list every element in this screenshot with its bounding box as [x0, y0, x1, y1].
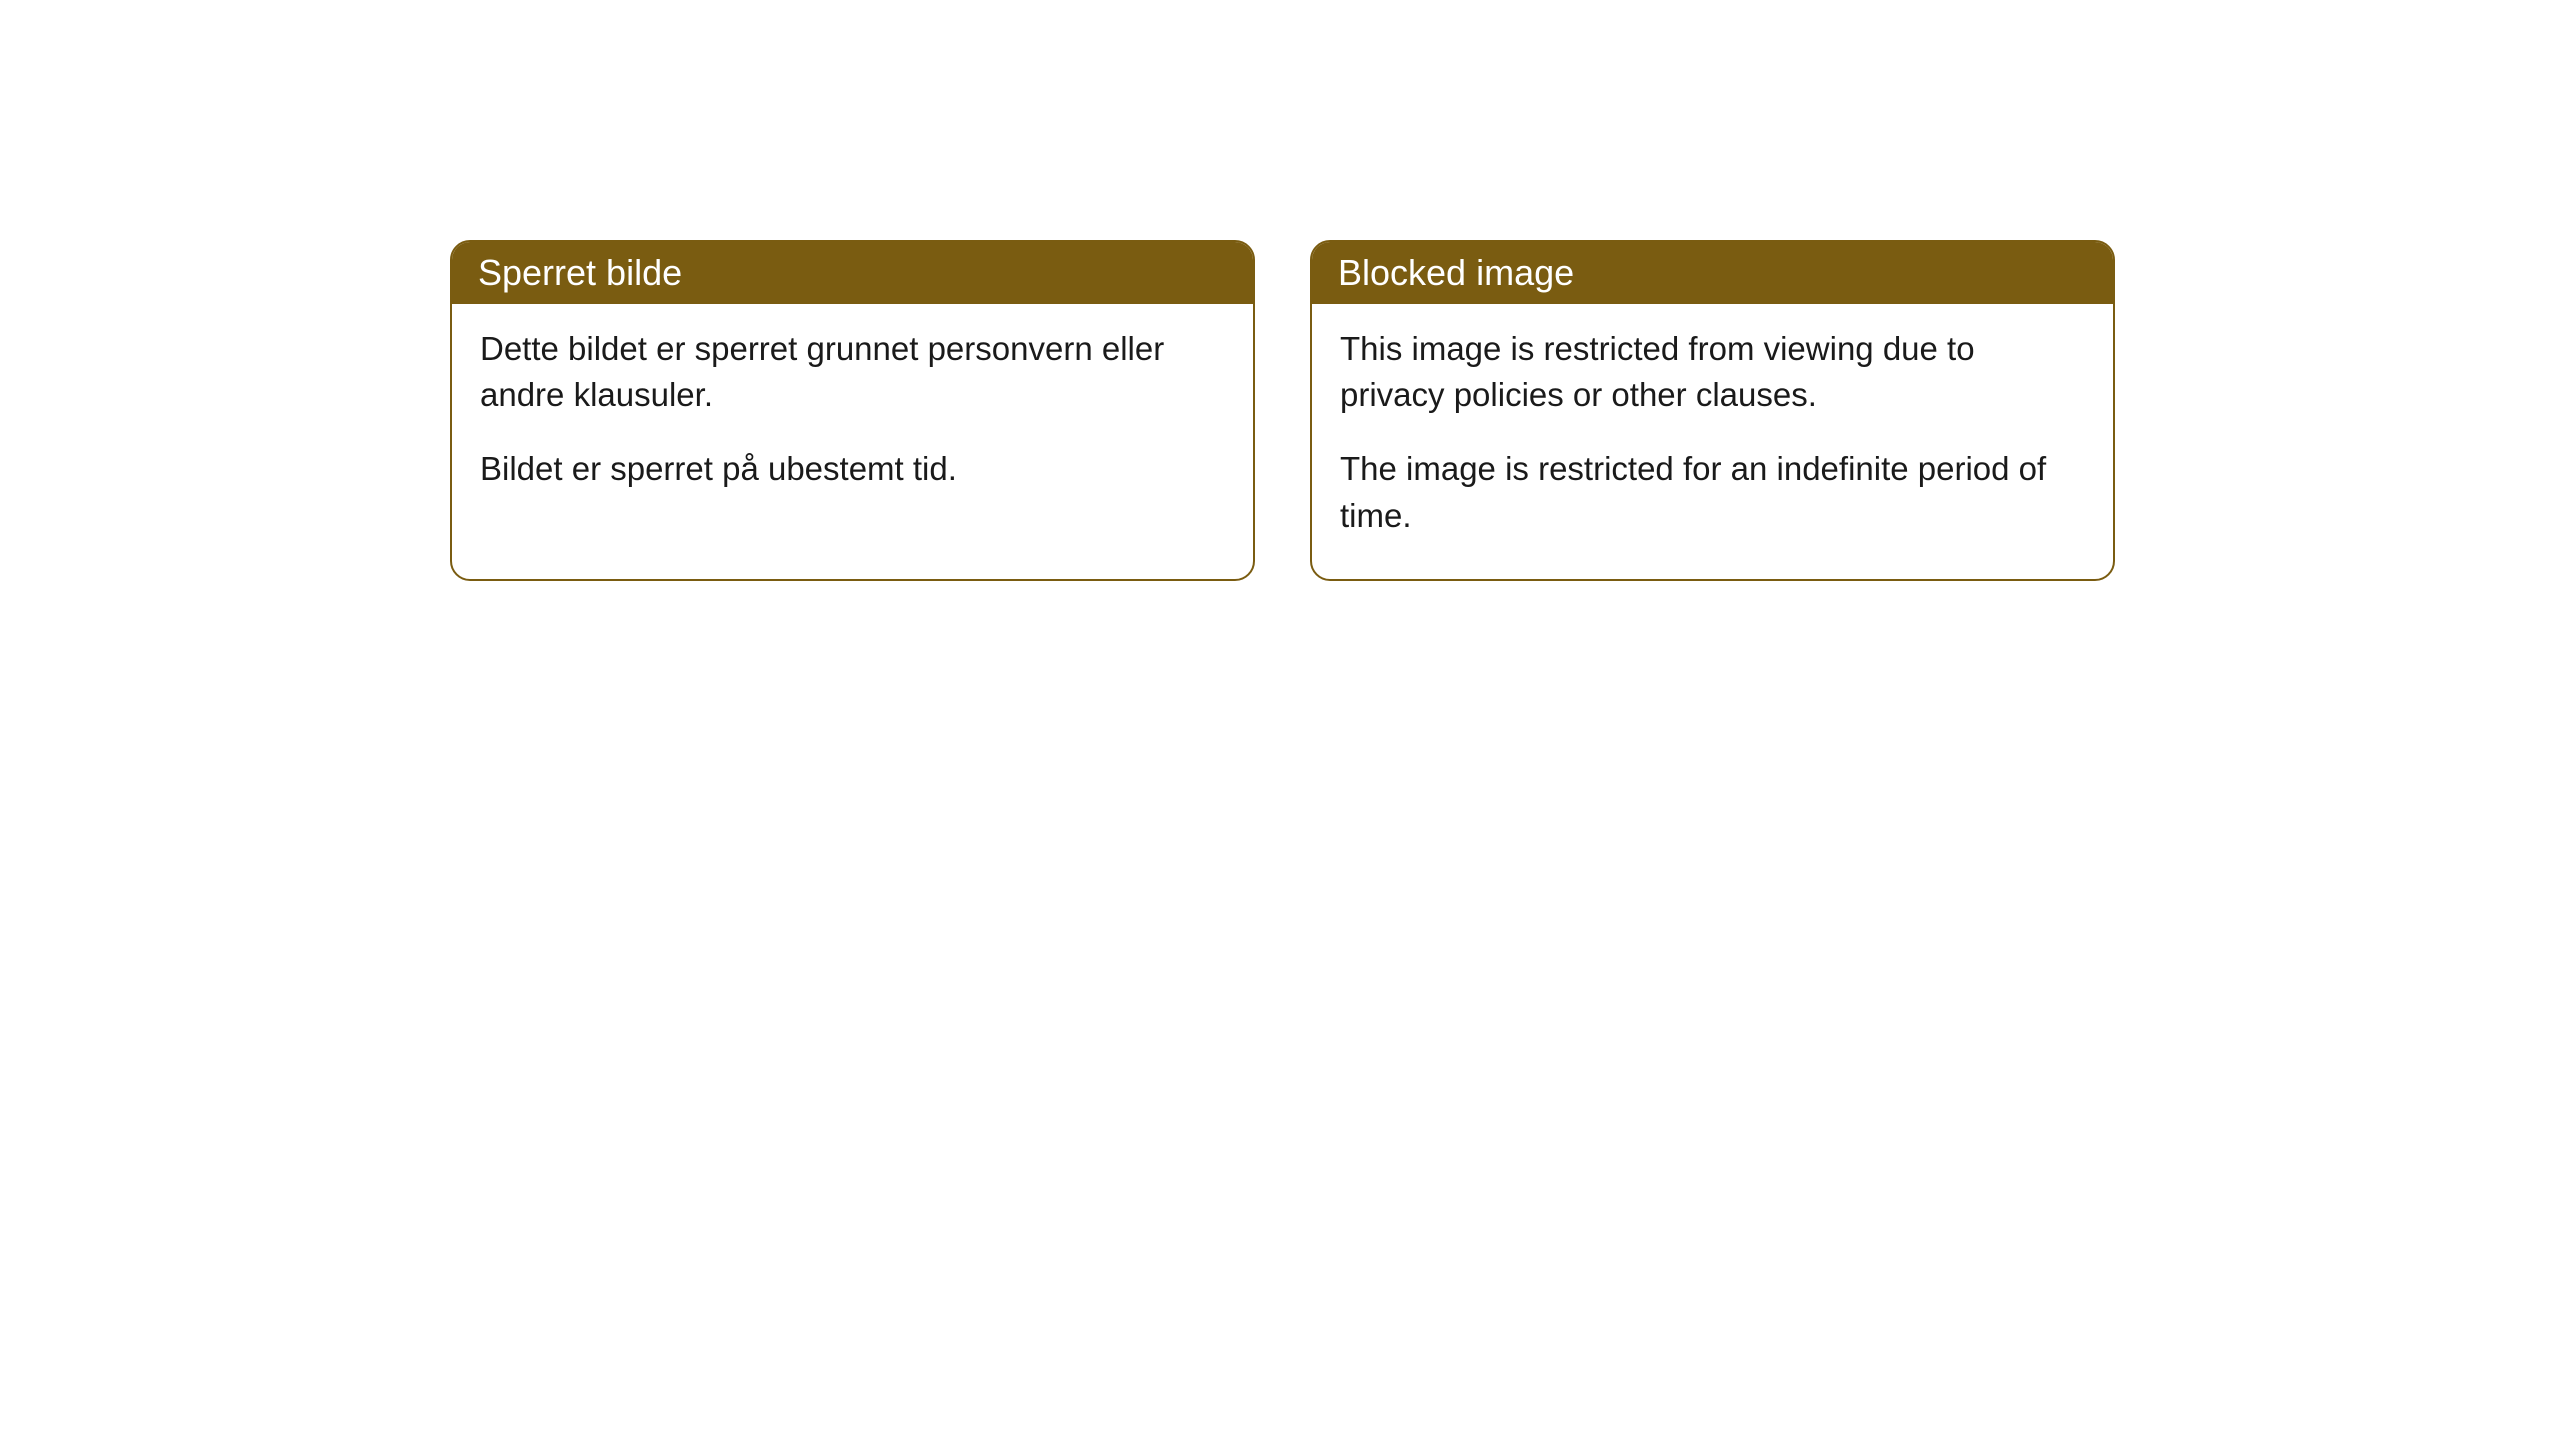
card-body-norwegian: Dette bildet er sperret grunnet personve… [452, 304, 1253, 533]
card-body-english: This image is restricted from viewing du… [1312, 304, 2113, 579]
card-title: Blocked image [1338, 252, 1574, 293]
blocked-image-card-english: Blocked image This image is restricted f… [1310, 240, 2115, 581]
card-paragraph: The image is restricted for an indefinit… [1340, 446, 2085, 538]
card-paragraph: Dette bildet er sperret grunnet personve… [480, 326, 1225, 418]
card-paragraph: This image is restricted from viewing du… [1340, 326, 2085, 418]
card-header-english: Blocked image [1312, 242, 2113, 304]
notice-cards-container: Sperret bilde Dette bildet er sperret gr… [450, 240, 2560, 581]
card-header-norwegian: Sperret bilde [452, 242, 1253, 304]
card-title: Sperret bilde [478, 252, 682, 293]
blocked-image-card-norwegian: Sperret bilde Dette bildet er sperret gr… [450, 240, 1255, 581]
card-paragraph: Bildet er sperret på ubestemt tid. [480, 446, 1225, 492]
